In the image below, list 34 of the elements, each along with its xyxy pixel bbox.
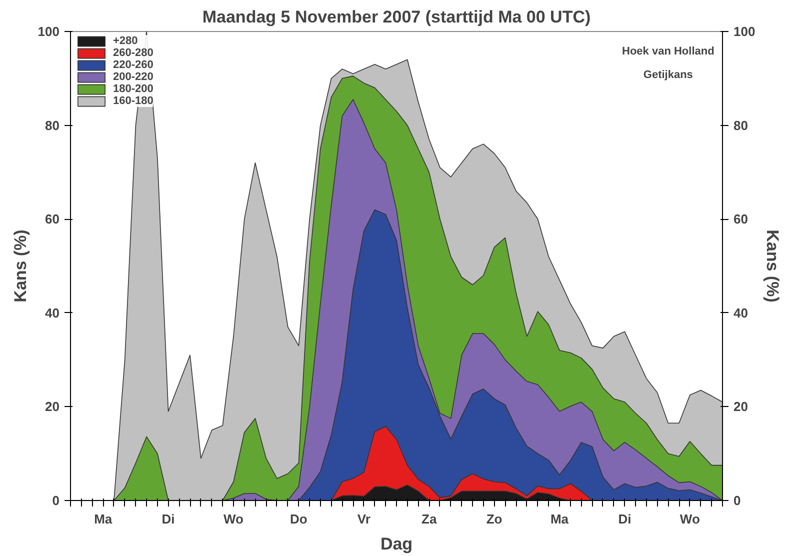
y2-axis-title: Kans (%) xyxy=(763,230,782,302)
legend-label: 180-200 xyxy=(113,83,154,95)
x-tick-label: Zo xyxy=(486,512,502,526)
x-tick-label: Di xyxy=(618,512,632,526)
y-tick-label: 100 xyxy=(38,24,60,39)
y-tick-label: 60 xyxy=(45,212,60,227)
y-tick-label: 80 xyxy=(45,118,60,133)
annotation: Hoek van Holland xyxy=(622,46,714,58)
y2-tick-label: 0 xyxy=(734,493,741,508)
legend-label: 200-220 xyxy=(113,71,154,83)
y2-tick-label: 20 xyxy=(734,399,748,414)
chart-title: Maandag 5 November 2007 (starttijd Ma 00 UTC) xyxy=(202,8,591,26)
x-tick-label: Ma xyxy=(550,512,570,526)
legend-label: 160-180 xyxy=(113,95,154,107)
legend-label: 260-280 xyxy=(113,47,154,59)
y-tick-label: 0 xyxy=(52,493,60,508)
y2-tick-label: 60 xyxy=(734,212,748,227)
x-tick-label: Za xyxy=(422,512,438,526)
x-tick-label: Di xyxy=(162,512,175,526)
x-tick-label: Wo xyxy=(224,512,244,526)
y2-tick-label: 80 xyxy=(734,118,748,133)
annotation: Getijkans xyxy=(643,69,693,82)
y2-tick-label: 40 xyxy=(734,305,748,320)
legend-label: 220-260 xyxy=(113,59,154,71)
x-tick-label: Do xyxy=(290,512,308,526)
x-tick-label: Wo xyxy=(680,512,700,526)
y-tick-label: 20 xyxy=(45,399,60,414)
x-tick-label: Vr xyxy=(357,512,370,526)
x-axis-title: Dag xyxy=(380,534,413,554)
x-tick-label: Ma xyxy=(94,512,113,526)
y-axis-title: Kans (%) xyxy=(10,230,30,302)
y-tick-label: 40 xyxy=(45,305,60,320)
legend-label: +280 xyxy=(113,35,138,47)
y2-tick-label: 100 xyxy=(734,24,756,39)
